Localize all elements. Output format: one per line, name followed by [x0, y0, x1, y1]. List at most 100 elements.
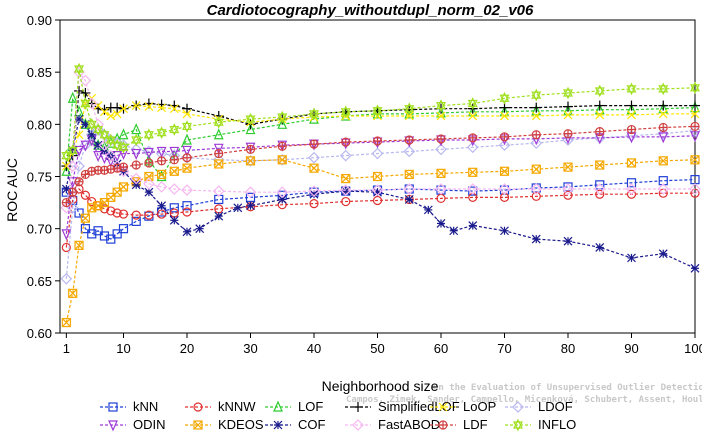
- data-point-simplifiedlof: [74, 85, 85, 96]
- watermark-line-1: Campos, Zimek, Sander, Campello, Micenko…: [346, 394, 702, 405]
- data-point-kdeos: [404, 169, 414, 180]
- data-point-ldf: [118, 162, 129, 172]
- legend-item-odin: ODIN: [100, 417, 166, 432]
- data-point-loop: [627, 110, 636, 120]
- data-point-cof: [627, 253, 636, 263]
- legend-item-knnw: kNNW: [185, 399, 256, 414]
- data-point-inflo: [626, 82, 637, 96]
- data-point-knn: [245, 192, 256, 202]
- data-point-loop: [119, 104, 128, 114]
- y-tick-label: 0.80: [27, 117, 52, 132]
- data-point-inflo: [80, 97, 91, 110]
- data-point-ldf: [436, 134, 446, 144]
- data-point-lof: [690, 101, 700, 113]
- x-tick-label: 60: [434, 341, 448, 356]
- legend-label-knn: kNN: [133, 399, 158, 414]
- data-point-loop: [157, 103, 167, 113]
- data-point-fastabod: [244, 186, 257, 198]
- data-point-lof: [626, 103, 637, 115]
- data-point-inflo: [404, 102, 415, 116]
- data-point-inflo: [118, 140, 129, 154]
- data-point-odin: [245, 142, 256, 154]
- data-point-fastabod: [435, 183, 447, 195]
- data-point-knn: [626, 178, 637, 188]
- data-point-kdeos: [626, 158, 637, 168]
- data-point-fastabod: [66, 160, 79, 172]
- data-point-cof: [195, 224, 205, 234]
- data-point-kdeos: [144, 171, 154, 182]
- data-point-simplifiedlof: [80, 88, 91, 99]
- data-point-inflo: [213, 115, 224, 129]
- data-point-inflo: [67, 144, 78, 157]
- data-point-knnw: [80, 190, 91, 200]
- x-tick-label: 10: [116, 341, 130, 356]
- data-point-cof: [169, 215, 179, 225]
- data-point-loop: [563, 110, 573, 120]
- data-point-knnw: [626, 189, 637, 199]
- data-point-ldof: [657, 127, 670, 140]
- data-point-kdeos: [436, 168, 446, 178]
- data-point-fastabod: [657, 183, 670, 195]
- data-point-loop: [169, 104, 179, 114]
- data-point-ldf: [157, 156, 167, 166]
- legend-marker-knnw: [193, 402, 203, 412]
- data-point-ldof: [530, 137, 543, 149]
- data-point-simplifiedlof: [563, 101, 573, 112]
- data-point-ldf: [341, 137, 351, 147]
- data-point-knn: [112, 229, 122, 239]
- data-point-knnw: [309, 199, 319, 209]
- data-point-simplifiedlof: [626, 100, 637, 111]
- data-point-odin: [169, 146, 180, 158]
- series-line-inflo: [65, 68, 696, 157]
- data-point-ldof: [276, 153, 289, 166]
- data-point-kdeos: [68, 288, 78, 298]
- legend-label-cof: COF: [298, 417, 326, 432]
- legend-item-ldf: LDF: [430, 417, 488, 432]
- data-point-odin: [182, 145, 192, 157]
- data-point-ldf: [499, 132, 510, 142]
- x-tick-label: 40: [307, 341, 321, 356]
- data-point-odin: [143, 147, 154, 159]
- data-point-cof: [246, 201, 255, 211]
- data-point-kdeos: [157, 169, 167, 180]
- data-point-knnw: [131, 210, 141, 220]
- data-point-ldof: [403, 145, 416, 158]
- data-point-inflo: [245, 112, 256, 126]
- data-point-knn: [93, 226, 103, 236]
- legend-marker-simplifiedlof: [353, 402, 363, 412]
- data-point-ldf: [563, 129, 573, 139]
- data-point-inflo: [531, 88, 542, 102]
- data-point-odin: [61, 229, 72, 241]
- data-point-simplifiedlof: [531, 102, 542, 113]
- y-tick-label: 0.90: [27, 13, 52, 28]
- data-point-cof: [233, 203, 243, 213]
- data-point-simplifiedlof: [182, 103, 192, 114]
- data-point-knn: [74, 208, 84, 218]
- data-point-odin: [690, 131, 700, 143]
- data-point-cof: [214, 211, 224, 221]
- data-point-fastabod: [79, 74, 92, 87]
- data-point-knnw: [341, 196, 351, 207]
- data-point-cof: [658, 249, 668, 259]
- x-tick-label: 30: [243, 341, 257, 356]
- data-point-odin: [93, 151, 104, 163]
- data-point-fastabod: [212, 185, 225, 197]
- watermark-line-2: On the Evaluation of Unsupervised Outlie…: [433, 382, 702, 393]
- data-point-odin: [80, 140, 91, 152]
- legend-label-loop: LoOP: [463, 399, 496, 414]
- data-point-inflo: [99, 128, 110, 142]
- data-point-lof: [61, 164, 72, 176]
- data-point-knnw: [144, 210, 154, 220]
- data-point-cof: [595, 243, 605, 252]
- data-point-knn: [118, 224, 129, 234]
- data-point-cof: [563, 236, 573, 246]
- data-point-fastabod: [689, 183, 701, 195]
- data-point-loop: [182, 109, 192, 119]
- data-point-kdeos: [61, 317, 71, 328]
- data-point-fastabod: [181, 184, 193, 196]
- data-point-fastabod: [562, 183, 574, 195]
- data-point-kdeos: [595, 160, 605, 170]
- data-point-inflo: [690, 81, 700, 95]
